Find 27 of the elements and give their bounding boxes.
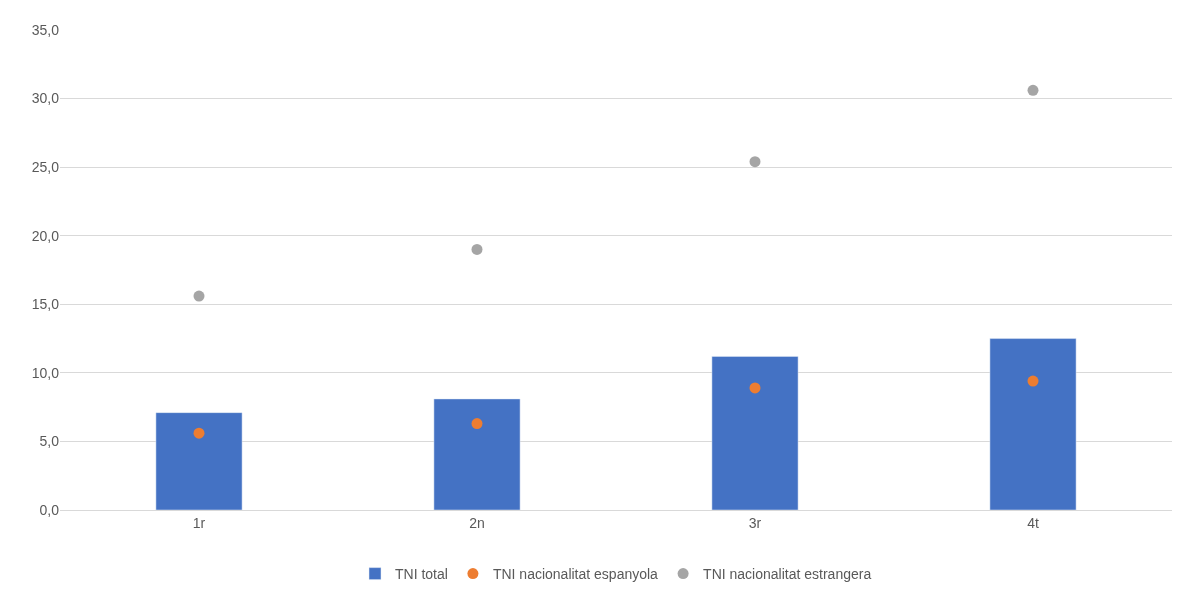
point	[1027, 375, 1039, 387]
bar	[433, 398, 521, 510]
bar	[155, 412, 243, 510]
y-tick-label: 30,0	[31, 90, 60, 107]
legend-label: TNI nacionalitat espanyola	[492, 566, 659, 583]
y-tick-label: 5,0	[39, 433, 60, 450]
bar	[989, 338, 1077, 510]
legend-label: TNI nacionalitat estrangera	[703, 566, 872, 583]
x-tick-label: 3r	[748, 514, 762, 531]
y-tick-label: 15,0	[31, 296, 60, 313]
y-tick-label: 25,0	[31, 159, 60, 176]
y-tick-label: 20,0	[31, 227, 60, 244]
point	[471, 243, 483, 255]
x-tick-label: 4t	[1027, 514, 1039, 531]
y-tick-label: 35,0	[31, 21, 60, 38]
point	[749, 156, 761, 168]
point	[471, 418, 483, 430]
y-tick-label: 10,0	[31, 364, 60, 381]
y-tick-label: 0,0	[39, 501, 60, 518]
x-tick-label: 2n	[469, 514, 485, 531]
point	[193, 427, 205, 439]
x-tick-label: 1r	[192, 514, 206, 531]
bar	[711, 356, 799, 510]
point	[749, 382, 761, 394]
point	[193, 290, 205, 302]
legend-label: TNI total	[395, 566, 448, 583]
point	[1027, 84, 1039, 96]
